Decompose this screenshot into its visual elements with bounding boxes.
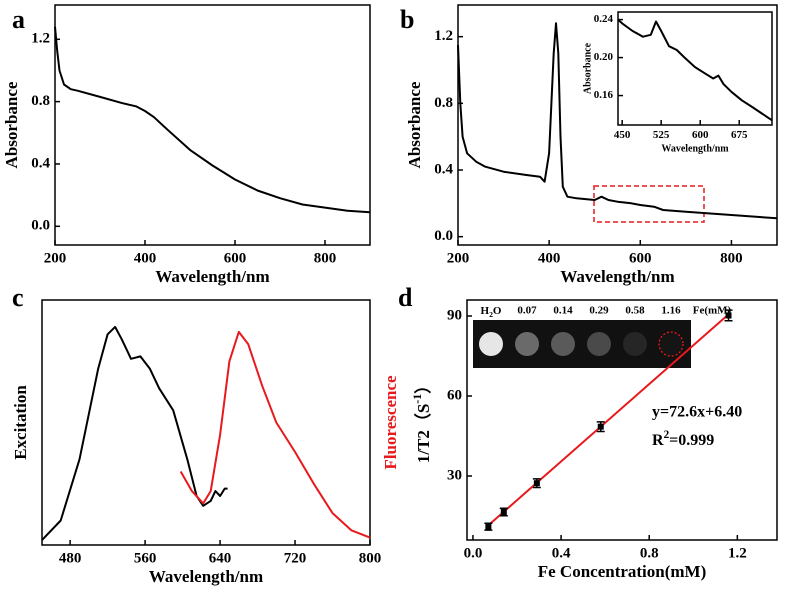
- data-point: [500, 509, 507, 515]
- r-squared: R2=0.999: [652, 429, 714, 449]
- x-tick-label: 0.8: [640, 546, 659, 562]
- x-tick-label: 200: [447, 251, 470, 267]
- y-tick-label: 0.20: [594, 51, 614, 63]
- x-tick-label: 480: [59, 551, 82, 567]
- data-line: [41, 325, 228, 541]
- plot-frame: [54, 4, 371, 246]
- x-tick-label: 800: [359, 551, 382, 567]
- y-tick-label: 30: [447, 467, 462, 483]
- image-label: 0.29: [589, 305, 609, 317]
- data-point: [533, 480, 540, 487]
- mri-sample: [623, 332, 647, 356]
- y-tick-label: 0.8: [31, 93, 50, 109]
- y-tick-label: 0.0: [31, 218, 50, 234]
- image-label-part: 2: [489, 310, 493, 319]
- x-tick-label: 200: [44, 251, 67, 267]
- x-tick-label: 800: [314, 251, 337, 267]
- x-tick-label: 675: [731, 129, 748, 141]
- data-point: [597, 423, 604, 430]
- y-axis-label-part: ）: [413, 377, 433, 394]
- x-tick-label: 450: [614, 129, 631, 141]
- y-tick-label: 1.2: [31, 31, 50, 47]
- data-line: [457, 22, 778, 220]
- x-tick-label: 400: [134, 251, 157, 267]
- fit-equation: y=72.6x+6.40: [652, 404, 742, 421]
- image-label: Fe(mM): [693, 305, 732, 317]
- data-line: [617, 18, 773, 122]
- x-tick-label: 0.0: [464, 546, 483, 562]
- image-label: 0.07: [517, 305, 537, 317]
- x-tick-label: 1.2: [728, 546, 747, 562]
- panel-letter: d: [398, 283, 413, 312]
- image-label: H2O: [481, 305, 502, 320]
- y-axis-label-part: -1: [410, 394, 424, 404]
- image-label: 0.58: [625, 305, 645, 317]
- x-tick-label: 600: [629, 251, 652, 267]
- y-axis-label-part: 1/T2（S: [413, 404, 433, 464]
- image-label: 0.14: [553, 305, 573, 317]
- mri-sample: [515, 332, 539, 356]
- panel-letter: a: [12, 5, 25, 34]
- mri-image: [473, 320, 691, 368]
- x-axis-label: Wavelength/nm: [560, 267, 674, 286]
- plot-frame: [41, 299, 371, 546]
- mri-sample: [479, 332, 503, 356]
- y-tick-label: 0.16: [594, 89, 614, 101]
- x-tick-label: 0.4: [552, 546, 571, 562]
- x-axis-label: Wavelength/nm: [661, 143, 729, 154]
- x-tick-label: 400: [538, 251, 561, 267]
- x-tick-label: 800: [720, 251, 743, 267]
- panel-letter: b: [400, 5, 414, 34]
- x-tick-label: 560: [134, 551, 157, 567]
- plot-frame: [457, 4, 778, 246]
- data-point: [485, 523, 492, 530]
- data-point: [725, 312, 732, 319]
- fit-line: [487, 313, 730, 527]
- image-label-part: O: [493, 305, 502, 317]
- y-axis-label: Absorbance: [405, 81, 424, 168]
- y-axis-label: Excitation: [11, 385, 30, 460]
- image-label: 1.16: [661, 305, 681, 317]
- r-squared-part: R: [652, 432, 664, 449]
- r-squared-part: =0.999: [669, 432, 714, 449]
- y-tick-label: 0.24: [594, 13, 614, 25]
- mri-sample: [587, 332, 611, 356]
- y-tick-label: 0.4: [31, 155, 50, 171]
- mri-sample: [658, 331, 684, 357]
- panel-letter: c: [12, 283, 24, 312]
- highlight-box: [593, 185, 705, 223]
- x-axis-label: Fe Concentration(mM): [538, 562, 707, 581]
- y-tick-label: 0.4: [434, 161, 453, 177]
- x-tick-label: 640: [209, 551, 232, 567]
- x-tick-label: 525: [653, 129, 670, 141]
- x-tick-label: 600: [224, 251, 247, 267]
- y-tick-label: 1.2: [434, 28, 453, 44]
- y-axis-label: Absorbance: [2, 81, 21, 168]
- r-squared-part: 2: [664, 429, 670, 441]
- y2-axis-label: Fluorescence: [381, 375, 400, 470]
- y-tick-label: 0.0: [434, 228, 453, 244]
- data-line: [179, 330, 371, 539]
- x-tick-label: 720: [284, 551, 307, 567]
- x-axis-label: Wavelength/nm: [149, 567, 263, 586]
- y-tick-label: 90: [447, 307, 462, 323]
- x-tick-label: 600: [692, 129, 709, 141]
- y-tick-label: 60: [447, 387, 462, 403]
- image-label-part: H: [481, 305, 490, 317]
- y-tick-label: 0.8: [434, 95, 453, 111]
- plot-frame: [617, 11, 773, 126]
- data-line: [54, 26, 371, 214]
- y-axis-label: 1/T2（S-1）: [410, 377, 433, 463]
- mri-sample: [551, 332, 575, 356]
- y-axis-label: Absorbance: [582, 42, 593, 94]
- x-axis-label: Wavelength/nm: [155, 267, 269, 286]
- plot-frame: [466, 299, 778, 541]
